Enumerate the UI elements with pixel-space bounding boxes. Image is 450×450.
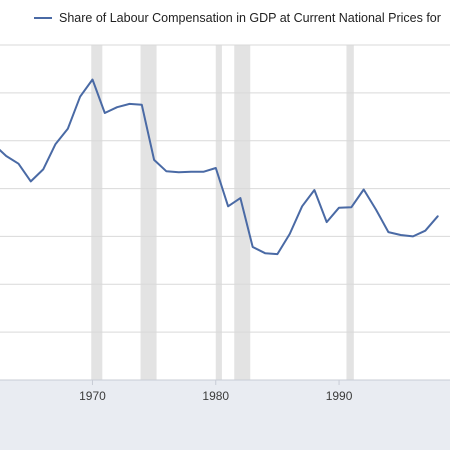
legend[interactable]: Share of Labour Compensation in GDP at C… — [34, 11, 441, 25]
x-axis-band — [0, 380, 450, 450]
recession-band-4 — [346, 45, 354, 380]
series-line-0 — [0, 78, 439, 256]
recession-band-1 — [140, 45, 157, 380]
legend-swatch — [34, 17, 52, 19]
recession-band-2 — [215, 45, 222, 380]
recession-band-3 — [234, 45, 251, 380]
x-tick-label-1980: 1980 — [202, 389, 229, 403]
legend-label: Share of Labour Compensation in GDP at C… — [59, 11, 441, 25]
x-tick-label-1990: 1990 — [326, 389, 353, 403]
x-tick-label-1970: 1970 — [79, 389, 106, 403]
recession-band-0 — [91, 45, 103, 380]
